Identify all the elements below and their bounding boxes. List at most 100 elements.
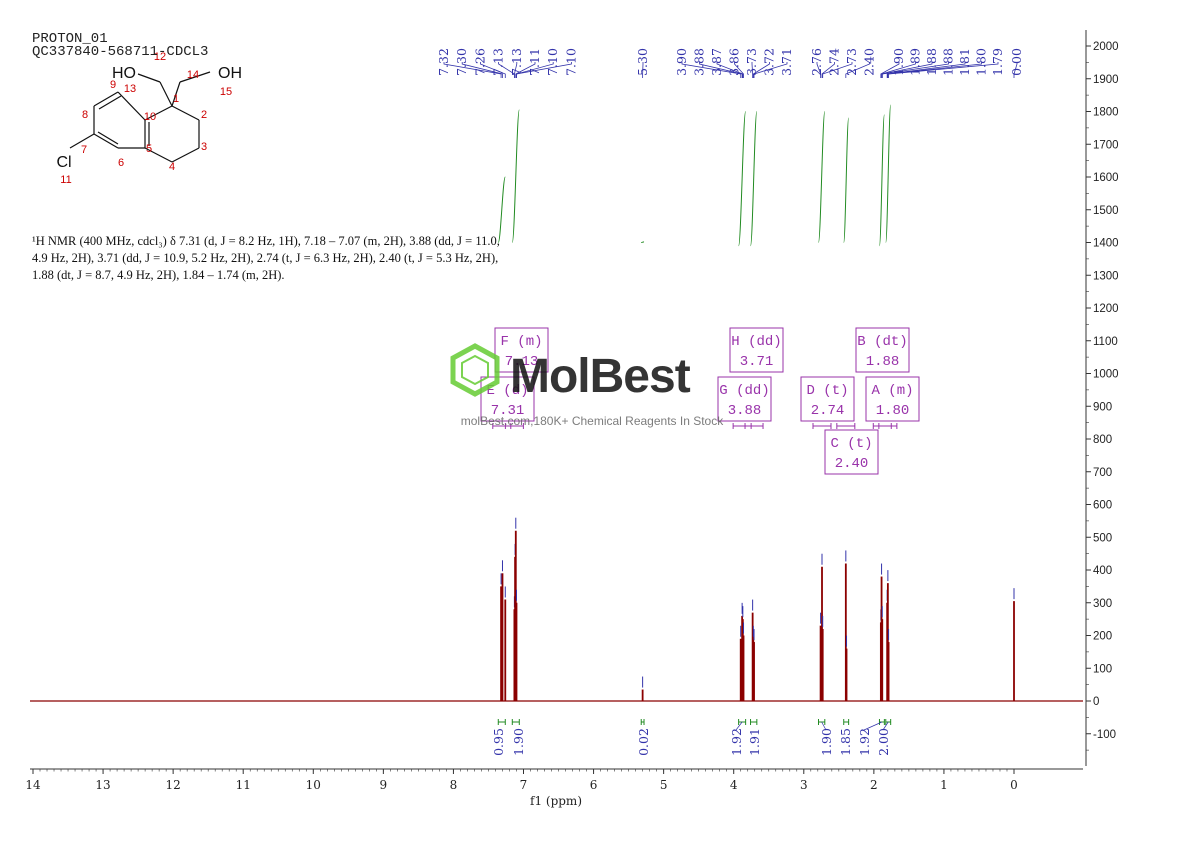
atom-number: 3	[201, 141, 207, 153]
peak-label-connector	[886, 62, 966, 78]
multiplet-box-frame	[865, 376, 920, 422]
peak-label-connector	[888, 62, 999, 78]
multiplet-letter: C (t)	[830, 436, 872, 452]
x-tick-label: 14	[25, 778, 41, 792]
y-tick-label: 1800	[1093, 107, 1119, 119]
peak-label: 1.79	[990, 48, 1005, 76]
atom-number: 8	[82, 109, 88, 121]
peak-label-connector	[752, 62, 770, 78]
peak-label: 3.71	[779, 48, 794, 76]
watermark-brand: MolBest	[510, 350, 691, 403]
multiplet-box-frame	[717, 376, 772, 422]
x-tick-label: 1	[940, 778, 948, 792]
y-tick-label: 1500	[1093, 205, 1119, 217]
peak-label-connector	[699, 62, 743, 78]
atom-number: 13	[124, 83, 136, 95]
atom-number: 10	[144, 111, 156, 123]
description-line: 1.88 (dt, J = 8.7, 4.9 Hz, 2H), 1.84 – 1…	[32, 268, 285, 282]
atom-number: 11	[60, 174, 71, 186]
watermark-tagline: molBest.com,180K+ Chemical Reagents In S…	[461, 414, 724, 428]
integral-curve	[641, 241, 645, 243]
integral-connector	[821, 721, 827, 731]
peak-label-connector	[513, 62, 518, 78]
atom-number: 5	[146, 143, 152, 155]
integral-label: 1.85	[838, 728, 853, 756]
y-tick-label: 1300	[1093, 270, 1119, 282]
integral-label: 2.00	[876, 728, 891, 756]
bond	[97, 131, 119, 145]
x-tick-label: 3	[800, 778, 808, 792]
multiplet-box-frame	[729, 327, 784, 373]
atom-number: 2	[201, 109, 207, 121]
atom-number: 7	[81, 144, 87, 156]
multiplet-box-d: D (t) 2.74	[800, 376, 855, 429]
y-tick-label: 500	[1093, 532, 1112, 544]
x-tick-label: 4	[730, 778, 738, 792]
peak-label-connector	[681, 62, 742, 78]
bond	[137, 73, 161, 83]
molbest-logo-inner-icon	[461, 354, 489, 386]
y-tick-label: 600	[1093, 500, 1112, 512]
peak-label-connector	[881, 62, 916, 78]
peak-label-connector	[822, 62, 853, 78]
peak-label-connector	[845, 62, 870, 78]
multiplet-box-c: C (t) 2.40	[824, 423, 879, 475]
bond	[117, 91, 146, 121]
multiplet-shift: 7.31	[491, 403, 525, 419]
x-tick-label: 13	[95, 778, 110, 792]
molbest-logo-icon	[450, 343, 500, 397]
peak-label: 3.90	[674, 48, 689, 76]
y-tick-label: 900	[1093, 401, 1112, 413]
y-tick-label: 1400	[1093, 238, 1119, 250]
peak-label: 2.73	[844, 48, 859, 76]
atom-label: OH	[218, 65, 242, 82]
bond	[93, 133, 119, 149]
y-tick-label: 2000	[1093, 41, 1119, 53]
molbest-watermark: MolBest molBest.com,180K+ Chemical Reagen…	[450, 343, 724, 428]
nmr-description: ¹H NMR (400 MHz, cdcl₃) δ 7.31 (d, J = 8…	[32, 233, 592, 284]
peak-label: 3.73	[744, 48, 759, 76]
peak-label: 3.86	[727, 48, 742, 76]
integral-curve	[497, 176, 506, 243]
multiplet-box-h: H (dd) 3.71	[729, 327, 784, 429]
integral-curve	[885, 104, 892, 243]
multiplet-box-frame	[494, 327, 549, 373]
y-tick-label: 700	[1093, 467, 1112, 479]
integral-curve	[878, 114, 885, 247]
atom-number: 15	[220, 86, 232, 98]
y-tick-label: 1000	[1093, 369, 1119, 381]
x-tick-label: 11	[236, 778, 251, 792]
atom-label: Cl	[56, 154, 71, 171]
peak-label: 5.30	[635, 48, 650, 76]
peak-label: 7.13	[491, 48, 506, 76]
integral-curve	[738, 111, 747, 247]
x-tick-label: 0	[1010, 778, 1018, 792]
x-tick-label: 9	[380, 778, 388, 792]
integral-label: 1.90	[511, 728, 526, 756]
multiplet-box-frame	[824, 429, 879, 475]
integral-label: 0.95	[491, 728, 506, 756]
bond	[144, 105, 173, 121]
peak-label-connector	[880, 62, 900, 78]
integral-curve	[750, 111, 758, 247]
y-tick-label: 1900	[1093, 74, 1119, 86]
y-tick-label: -100	[1093, 729, 1116, 741]
peak-label: 7.32	[436, 48, 451, 76]
multiplet-box-b: B (dt) 1.88	[855, 327, 910, 429]
multiplet-letter: E (d)	[486, 383, 528, 399]
x-tick-label: 2	[870, 778, 878, 792]
integral-connector	[863, 721, 883, 731]
y-tick-label: 200	[1093, 631, 1112, 643]
x-tick-label: 10	[306, 778, 321, 792]
peak-label-connector	[1013, 62, 1018, 78]
peak-label: 3.87	[709, 48, 724, 76]
peak-label: 7.11	[527, 48, 542, 76]
multiplet-shift: 3.88	[728, 403, 762, 419]
peak-label-connector	[716, 62, 744, 78]
bond	[171, 147, 200, 163]
bond	[98, 95, 122, 110]
bond	[69, 133, 95, 149]
sample-name: PROTON_01	[32, 31, 108, 47]
